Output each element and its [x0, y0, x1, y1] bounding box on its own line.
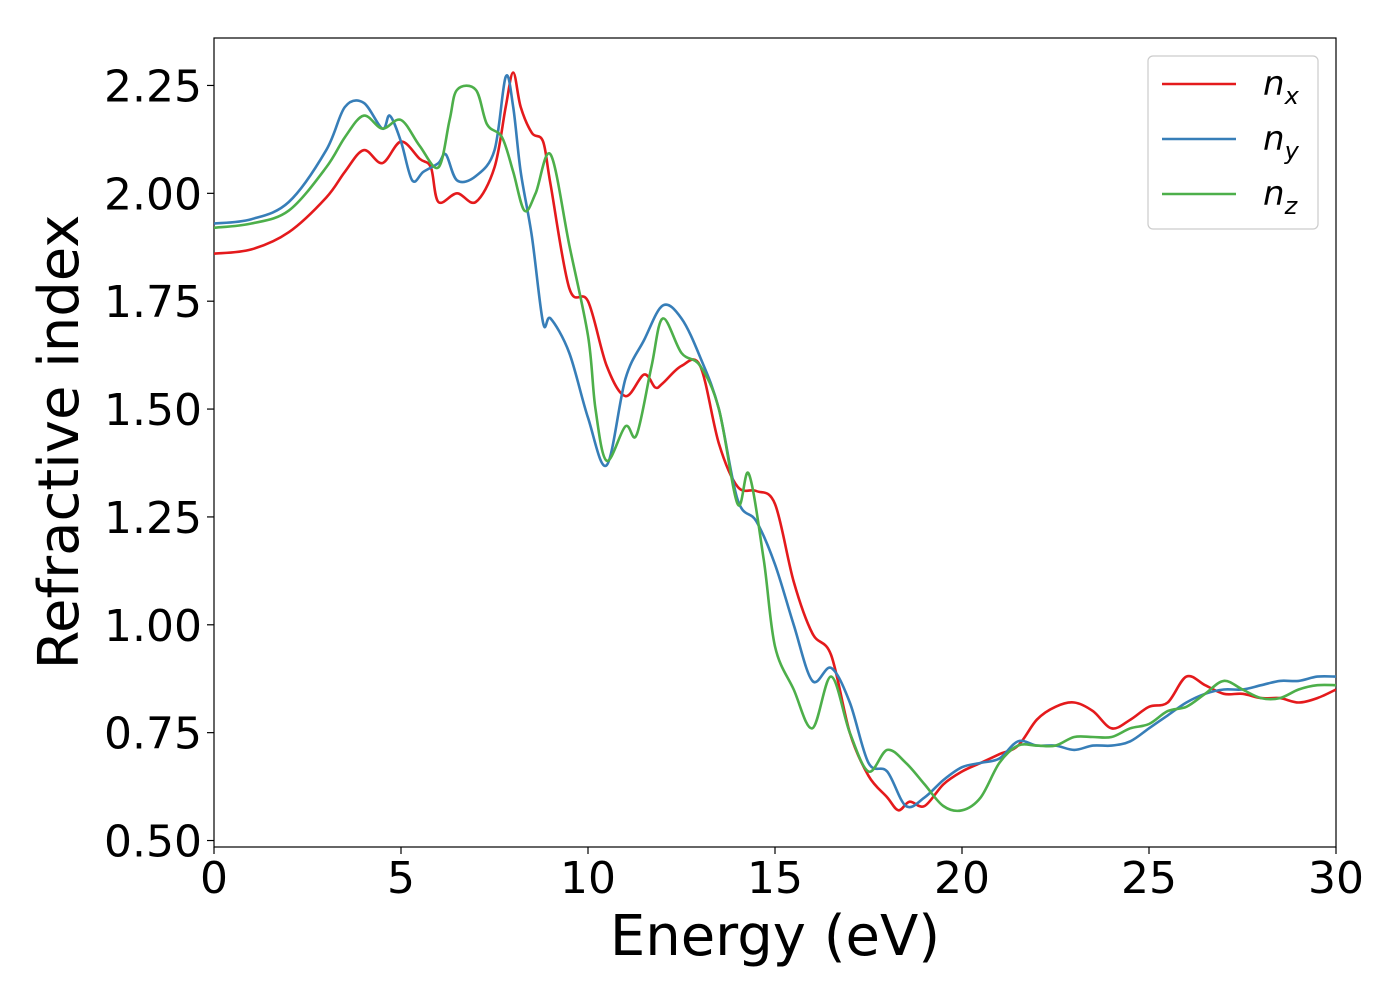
- y-tick-label: 1.75: [104, 277, 202, 328]
- y-tick-label: 1.25: [104, 493, 202, 544]
- legend-label-ny: ny: [1263, 119, 1300, 165]
- legend-label-nz: nz: [1263, 174, 1299, 220]
- y-tick-label: 0.50: [104, 817, 202, 868]
- y-tick-label: 1.50: [104, 385, 202, 436]
- x-tick-label: 15: [747, 853, 803, 904]
- x-tick-label: 5: [387, 853, 415, 904]
- legend-label-nx: nx: [1263, 64, 1300, 110]
- y-tick-label: 0.75: [104, 709, 202, 760]
- y-tick-label: 2.25: [104, 61, 202, 112]
- x-axis-title: Energy (eV): [610, 904, 940, 969]
- legend-box: [1147, 55, 1319, 230]
- x-axis-ticks: 0 5 10 15 20 25 30: [200, 847, 1364, 904]
- x-tick-label: 20: [934, 853, 990, 904]
- legend-label-main: n: [1263, 174, 1285, 214]
- y-axis-title: Refractive index: [27, 215, 92, 670]
- x-tick-label: 0: [200, 853, 228, 904]
- x-tick-label: 30: [1308, 853, 1364, 904]
- series-line-nx: [214, 71, 1336, 812]
- legend-label-main: n: [1263, 64, 1285, 104]
- legend-label-subscript: z: [1284, 192, 1299, 220]
- series-lines: [214, 71, 1336, 813]
- series-line-nz: [214, 84, 1336, 813]
- x-tick-label: 25: [1121, 853, 1177, 904]
- legend-label-subscript: x: [1284, 82, 1300, 110]
- y-tick-label: 2.00: [104, 169, 202, 220]
- y-tick-label: 1.00: [104, 601, 202, 652]
- x-tick-label: 10: [560, 853, 616, 904]
- legend-label-main: n: [1263, 119, 1285, 159]
- y-axis-ticks: 0.50 0.75 1.00 1.25 1.50 1.75 2.00 2.25: [104, 61, 214, 868]
- legend-label-subscript: y: [1284, 137, 1300, 165]
